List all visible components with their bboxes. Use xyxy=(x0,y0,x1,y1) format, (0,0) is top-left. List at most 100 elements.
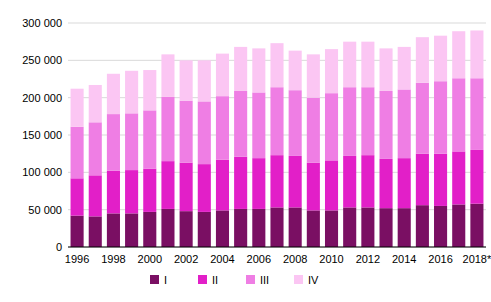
legend-label: II xyxy=(212,274,218,286)
bar-segment xyxy=(198,101,211,164)
bar-segment xyxy=(434,81,447,153)
bar-segment xyxy=(380,48,393,91)
bar-segment xyxy=(143,110,156,168)
bar-segment xyxy=(380,208,393,247)
bar-segment xyxy=(198,60,211,101)
bar-segment xyxy=(161,54,174,97)
bar-segment xyxy=(270,155,283,207)
bar-segment xyxy=(252,158,265,209)
bar-segment xyxy=(416,37,429,83)
bar-segment xyxy=(325,93,338,160)
bar-segment xyxy=(143,70,156,110)
bar-segment xyxy=(452,151,465,204)
bar-segment xyxy=(289,156,302,208)
legend-swatch xyxy=(198,275,207,284)
bar-segment xyxy=(398,208,411,247)
bar-segment xyxy=(216,96,229,159)
bar-segment xyxy=(198,164,211,212)
bar-segment xyxy=(161,97,174,161)
bar-segment xyxy=(289,51,302,91)
bar-segment xyxy=(234,91,247,157)
bar-segment xyxy=(216,160,229,211)
bar-segment xyxy=(125,170,138,213)
bar-segment xyxy=(380,91,393,159)
bar-segment xyxy=(107,74,120,114)
bar-segment xyxy=(470,150,483,204)
bar-segment xyxy=(434,154,447,206)
bar-segment xyxy=(398,89,411,158)
bar-segment xyxy=(216,54,229,97)
bar-segment xyxy=(180,101,193,163)
bar-segment xyxy=(89,175,102,216)
bar-segment xyxy=(289,207,302,247)
bar-segment xyxy=(234,209,247,247)
y-tick-label: 300 000 xyxy=(22,17,62,29)
bar-segment xyxy=(325,210,338,247)
x-tick-label: 2016 xyxy=(428,253,452,265)
bar-segment xyxy=(107,213,120,247)
x-tick-label: 2010 xyxy=(319,253,343,265)
bar-segment xyxy=(89,85,102,122)
bar-segment xyxy=(307,210,320,247)
x-tick-label: 1998 xyxy=(101,253,125,265)
bar-segment xyxy=(307,98,320,163)
bar-segment xyxy=(71,127,84,179)
legend-swatch xyxy=(246,275,255,284)
x-tick-label: 2006 xyxy=(247,253,271,265)
x-axis xyxy=(68,247,486,248)
y-tick-label: 150 000 xyxy=(22,129,62,141)
bar-segment xyxy=(343,42,356,88)
bar-segment xyxy=(198,212,211,247)
y-tick-label: 200 000 xyxy=(22,92,62,104)
x-tick-label: 2014 xyxy=(392,253,416,265)
x-tick-label: 2008 xyxy=(283,253,307,265)
bar-segment xyxy=(107,114,120,171)
bar-segment xyxy=(434,206,447,247)
bar-segment xyxy=(89,122,102,175)
y-tick-label: 50 000 xyxy=(28,204,62,216)
bar-segment xyxy=(452,204,465,247)
bar-segment xyxy=(143,169,156,212)
y-tick-label: 100 000 xyxy=(22,166,62,178)
bar-segment xyxy=(252,209,265,247)
bar-segment xyxy=(125,71,138,114)
bar-segment xyxy=(71,89,84,127)
chart: 050 000100 000150 000200 000250 000300 0… xyxy=(0,0,491,302)
bar-segment xyxy=(398,158,411,208)
bar-segment xyxy=(398,47,411,90)
bar-segment xyxy=(470,204,483,247)
bar-segment xyxy=(234,47,247,91)
legend-label: III xyxy=(260,274,269,286)
bar-segment xyxy=(307,163,320,211)
bar-segment xyxy=(161,209,174,247)
grid-line xyxy=(68,247,486,248)
bar-segment xyxy=(452,78,465,151)
bar-segment xyxy=(470,78,483,150)
bar-segment xyxy=(216,210,229,247)
x-tick-label: 2000 xyxy=(138,253,162,265)
bar-segment xyxy=(270,87,283,155)
bar-segment xyxy=(125,213,138,247)
x-tick-label: 1996 xyxy=(65,253,89,265)
y-tick-label: 250 000 xyxy=(22,54,62,66)
bar-segment xyxy=(143,212,156,247)
bar-segment xyxy=(325,49,338,93)
x-tick-label: 2018* xyxy=(463,253,491,265)
bar-segment xyxy=(361,42,374,88)
bar-segment xyxy=(361,87,374,155)
bar-segment xyxy=(416,83,429,154)
bar-segment xyxy=(343,87,356,156)
bar-segment xyxy=(270,43,283,87)
bar-segment xyxy=(289,90,302,156)
bar-segment xyxy=(343,207,356,247)
x-tick-label: 2012 xyxy=(356,253,380,265)
bar-segment xyxy=(434,36,447,82)
bar-segment xyxy=(71,216,84,247)
bar-segment xyxy=(361,207,374,247)
bar-segment xyxy=(180,163,193,212)
bar-segment xyxy=(307,54,320,97)
bar-segment xyxy=(89,216,102,247)
bar-segment xyxy=(252,92,265,158)
bar-segment xyxy=(270,207,283,247)
bar-segment xyxy=(180,60,193,100)
